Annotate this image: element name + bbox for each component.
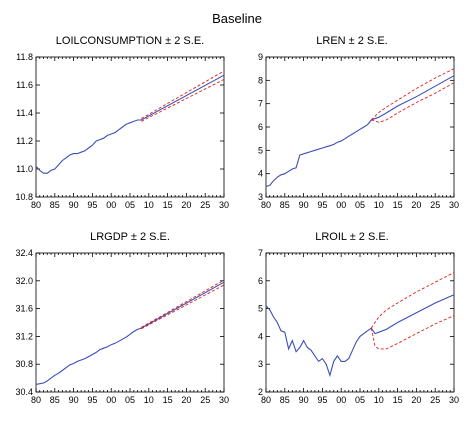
x-tick-label: 95 xyxy=(87,200,97,210)
x-tick-label: 30 xyxy=(219,395,229,405)
x-tick-label: 05 xyxy=(355,395,365,405)
y-tick-label: 11.4 xyxy=(16,108,33,118)
panel-title: LOILCONSUMPTION ± 2 S.E. xyxy=(56,35,204,47)
plot-frame xyxy=(35,252,225,393)
panel-title: LRGDP ± 2 S.E. xyxy=(90,231,170,243)
x-tick-label: 95 xyxy=(87,395,97,405)
y-tick-label: 11.6 xyxy=(16,80,33,90)
series-upper-line xyxy=(141,70,225,119)
y-tick-label: 32.0 xyxy=(15,276,33,286)
x-tick-label: 25 xyxy=(430,200,440,210)
x-tick-label: 85 xyxy=(50,395,60,405)
y-tick-label: 31.2 xyxy=(15,331,33,341)
x-tick-label: 00 xyxy=(336,200,346,210)
x-tick-label: 95 xyxy=(317,395,327,405)
y-tick-label: 30.4 xyxy=(15,387,33,397)
panel-lroil: LROIL ± 2 S.E. 2 3 4 5 6 7 80 85 90 95 00 05 10 15 20 2… xyxy=(258,231,459,405)
x-tick-label: 25 xyxy=(430,395,440,405)
panel-lren: LREN ± 2 S.E. 3 4 5 6 7 8 9 80 85 90 95 00 05 10 15 20 2… xyxy=(258,35,459,210)
x-tick-label: 90 xyxy=(69,395,79,405)
x-tick-label: 90 xyxy=(299,200,309,210)
panel-title: LREN ± 2 S.E. xyxy=(316,35,387,47)
y-tick-label: 3 xyxy=(258,192,263,202)
x-tick-label: 20 xyxy=(181,395,191,405)
x-tick-label: 00 xyxy=(106,200,116,210)
x-tick-label: 85 xyxy=(280,200,290,210)
x-tick-label: 80 xyxy=(31,395,41,405)
y-tick-label: 2 xyxy=(258,387,263,397)
y-tick-label: 11.2 xyxy=(16,136,33,146)
x-tick-label: 90 xyxy=(299,395,309,405)
x-tick-label: 25 xyxy=(200,200,210,210)
series-upper-line xyxy=(370,272,455,329)
y-tick-label: 4 xyxy=(258,169,263,179)
y-tick-label: 4 xyxy=(258,331,263,341)
series-forecast-line xyxy=(265,75,455,188)
x-tick-label: 85 xyxy=(280,395,290,405)
x-tick-label: 00 xyxy=(106,395,116,405)
plot-frame xyxy=(265,252,455,393)
x-tick-label: 30 xyxy=(449,395,459,405)
y-tick-label: 3 xyxy=(258,359,263,369)
x-tick-label: 10 xyxy=(374,200,384,210)
x-tick-label: 30 xyxy=(219,200,229,210)
plot-frame xyxy=(265,56,455,198)
y-tick-label: 10.8 xyxy=(15,192,33,202)
y-tick-label: 5 xyxy=(258,304,263,314)
x-tick-label: 15 xyxy=(393,395,403,405)
series-lower-line xyxy=(370,315,455,350)
series-upper-line xyxy=(141,279,225,328)
x-tick-label: 20 xyxy=(181,200,191,210)
x-tick-label: 00 xyxy=(336,395,346,405)
x-tick-label: 15 xyxy=(163,200,173,210)
y-tick-label: 6 xyxy=(258,122,263,132)
series-forecast-line xyxy=(35,281,225,385)
panel-lrgdp: LRGDP ± 2 S.E. 30.4 30.8 31.2 31.6 32.0 32.4 8… xyxy=(15,231,229,405)
x-tick-label: 10 xyxy=(144,200,154,210)
x-tick-label: 80 xyxy=(31,200,41,210)
y-tick-label: 5 xyxy=(258,145,263,155)
plot-frame xyxy=(35,56,225,198)
x-tick-label: 05 xyxy=(125,395,135,405)
y-tick-label: 6 xyxy=(258,276,263,286)
x-tick-label: 15 xyxy=(393,200,403,210)
series-lower-line xyxy=(141,284,225,330)
figure-title: Baseline xyxy=(212,11,262,26)
x-tick-label: 95 xyxy=(317,200,327,210)
panel-loilconsumption: LOILCONSUMPTION ± 2 S.E. 10.8 11.0 11.2 11.… xyxy=(15,35,229,210)
series-forecast-line xyxy=(35,74,225,174)
y-tick-label: 7 xyxy=(258,248,263,258)
x-tick-label: 20 xyxy=(411,200,421,210)
y-tick-label: 30.8 xyxy=(15,359,33,369)
y-tick-label: 11.0 xyxy=(16,164,33,174)
x-tick-label: 10 xyxy=(144,395,154,405)
x-tick-label: 80 xyxy=(261,200,271,210)
x-tick-label: 05 xyxy=(355,200,365,210)
series-lower-line xyxy=(371,82,455,123)
y-tick-label: 32.4 xyxy=(15,248,33,258)
y-tick-label: 9 xyxy=(258,52,263,62)
series-upper-line xyxy=(370,68,455,121)
x-tick-label: 15 xyxy=(163,395,173,405)
y-tick-label: 11.8 xyxy=(16,52,33,62)
x-tick-label: 30 xyxy=(449,200,459,210)
y-tick-label: 31.6 xyxy=(15,304,33,314)
panel-title: LROIL ± 2 S.E. xyxy=(315,231,389,243)
x-tick-label: 90 xyxy=(69,200,79,210)
x-tick-label: 20 xyxy=(411,395,421,405)
series-forecast-line xyxy=(265,294,455,378)
x-tick-label: 25 xyxy=(200,395,210,405)
x-tick-label: 05 xyxy=(125,200,135,210)
series-lower-line xyxy=(141,78,225,122)
x-tick-label: 10 xyxy=(374,395,384,405)
y-tick-label: 7 xyxy=(258,99,263,109)
x-tick-label: 80 xyxy=(261,395,271,405)
x-tick-label: 85 xyxy=(50,200,60,210)
y-tick-label: 8 xyxy=(258,75,263,85)
